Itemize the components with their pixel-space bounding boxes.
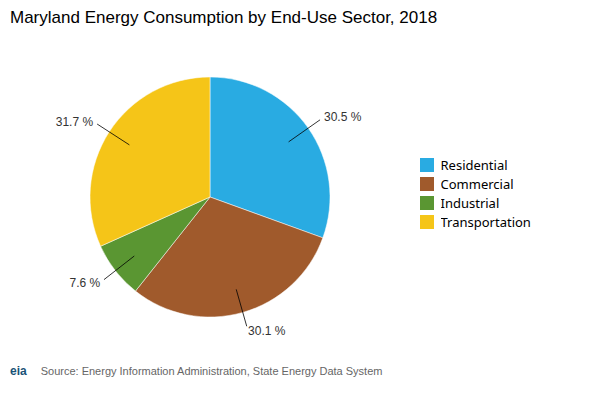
svg-text:7.6 %: 7.6 %: [70, 276, 101, 290]
html-text:Maryland Energy Consumption by: Maryland Energy Consumption by End-Use S…: [10, 8, 438, 27]
html-text:Residential: Residential: [440, 155, 508, 174]
svg-text:30.5 %: 30.5 %: [324, 110, 362, 124]
html-text:eia: eia: [10, 364, 27, 378]
html-text:Source: Energy Information Adm: Source: Energy Information Administratio…: [40, 365, 383, 377]
svg-text:31.7 %: 31.7 %: [56, 115, 94, 129]
html-text:Transportation: Transportation: [440, 212, 531, 231]
svg-text:30.1 %: 30.1 %: [248, 324, 286, 338]
html-text:Commercial: Commercial: [440, 174, 514, 193]
html-text:Industrial: Industrial: [440, 193, 500, 212]
